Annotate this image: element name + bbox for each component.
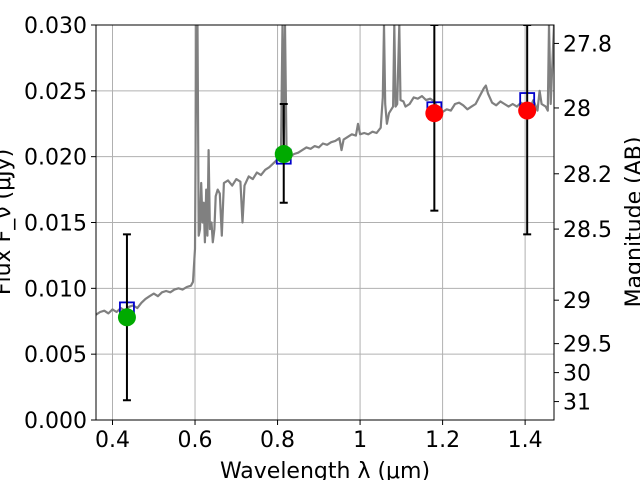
- x-tick-label: 0.6: [178, 428, 213, 453]
- y-tick-label: 0.005: [24, 343, 87, 368]
- y-tick-label: 0.025: [24, 80, 87, 105]
- mag-tick-label: 28.5: [563, 218, 612, 243]
- mag-tick-label: 28: [563, 97, 591, 122]
- y-tick-label: 0.000: [24, 409, 87, 434]
- x-tick-label: 0.4: [95, 428, 130, 453]
- y-tick-label: 0.030: [24, 14, 87, 39]
- x-axis-label: Wavelength λ (μm): [220, 459, 430, 480]
- x-tick-label: 1: [353, 428, 367, 453]
- plot-area: [96, 25, 554, 402]
- photometry-point-2: [425, 104, 444, 123]
- y-axis-label: Flux F_ν (μJy): [0, 149, 16, 295]
- grid: [96, 24, 554, 421]
- mag-tick-label: 29: [563, 289, 591, 314]
- mag-tick-label: 31: [563, 391, 591, 416]
- x-tick-label: 0.8: [260, 428, 295, 453]
- mag-tick-label: 29.5: [563, 333, 612, 358]
- x-tick-label: 1.2: [425, 428, 460, 453]
- photometry-point-0: [117, 308, 136, 327]
- mag-tick-label: 27.8: [563, 32, 612, 57]
- y-tick-label: 0.010: [24, 277, 87, 302]
- x-tick-label: 1.4: [508, 428, 543, 453]
- y-axis-right-label: Magnitude (AB): [622, 137, 640, 308]
- y-tick-label: 0.015: [24, 212, 87, 237]
- photometry-point-3: [518, 101, 537, 120]
- spectrum-line: [96, 25, 554, 316]
- photometry-point-1: [274, 145, 293, 164]
- mag-tick-label: 30: [563, 362, 591, 387]
- mag-tick-label: 28.2: [563, 163, 612, 188]
- axes: 0.4 0.6 0.8 1 1.2 1.4 0.000 0.005 0.010 0.015 0.02…: [24, 14, 612, 453]
- y-tick-label: 0.020: [24, 146, 87, 171]
